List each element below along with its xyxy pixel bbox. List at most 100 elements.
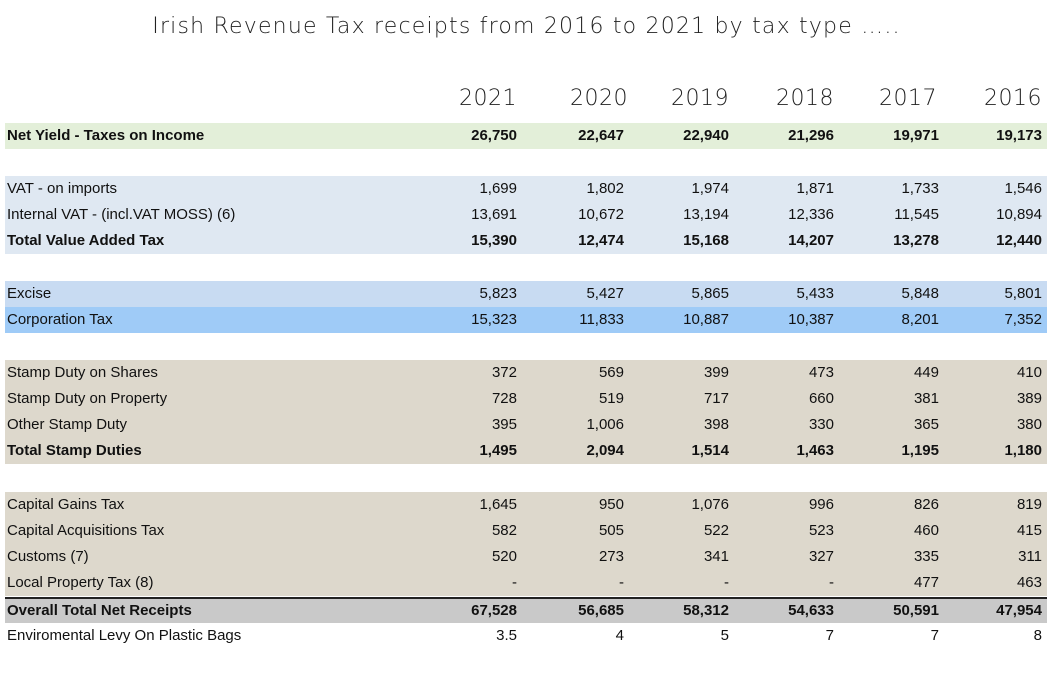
cell-value: 11,545 [894,206,939,223]
cell-value: 10,887 [683,311,729,328]
table-row: Customs (7) 520 273 341 327 335 311 [5,544,1047,570]
cell-value: 5,433 [796,285,834,302]
cell-value: 335 [913,548,939,565]
cell-value: 10,672 [578,206,624,223]
cell-value: 13,194 [683,206,729,223]
cell-value: 327 [808,548,834,565]
table-row: Internal VAT - (incl.VAT MOSS) (6) 13,691… [5,202,1047,228]
table-row: Corporation Tax 15,323 11,833 10,887 10,387 8… [5,307,1047,333]
cell-value: 398 [703,416,729,433]
year-header-2021: 2021 [459,86,517,111]
cell-value: 523 [808,522,834,539]
row-label: Stamp Duty on Property [7,390,168,407]
cell-value: 13,278 [893,232,939,249]
cell-value: 449 [913,364,939,381]
cell-value: 273 [598,548,624,565]
cell-value: 56,685 [578,602,624,619]
cell-value: 58,312 [683,602,729,619]
cell-value: 473 [808,364,834,381]
cell-value: 1,733 [901,180,939,197]
row-label: Corporation Tax [7,311,113,328]
cell-value: 1,076 [691,496,729,513]
cell-value: 1,006 [586,416,624,433]
cell-value: 1,871 [796,180,834,197]
cell-value: 1,974 [691,180,729,197]
year-header-row: 2021 2020 2019 2018 2017 2016 [0,86,1053,118]
table-row: Excise 5,823 5,427 5,865 5,433 5,848 5,801 [5,281,1047,307]
cell-value: 1,699 [479,180,517,197]
cell-value: 399 [703,364,729,381]
cell-value: 3.5 [496,627,517,644]
cell-value: 7 [825,627,834,644]
cell-value: 7,352 [1004,311,1042,328]
cell-value: 12,336 [788,206,834,223]
cell-value: 463 [1016,574,1042,591]
table-row: Local Property Tax (8) - - - - 477 463 [5,570,1047,596]
cell-value: 13,691 [471,206,517,223]
cell-value: 26,750 [471,127,517,144]
row-label: Stamp Duty on Shares [7,364,158,381]
group-spacer [5,254,1047,281]
cell-value: 819 [1016,496,1042,513]
cell-value: - [829,574,834,591]
cell-value: 15,323 [471,311,517,328]
cell-value: 5,865 [691,285,729,302]
cell-value: 717 [703,390,729,407]
row-label: VAT - on imports [7,180,118,197]
cell-value: 2,094 [586,442,624,459]
table-row: Stamp Duty on Property 728 519 717 660 381 389 [5,386,1047,412]
cell-value: 410 [1016,364,1042,381]
cell-value: 1,802 [586,180,624,197]
row-label: Total Value Added Tax [7,232,165,249]
cell-value: 15,390 [471,232,517,249]
year-header-2020: 2020 [570,86,628,111]
cell-value: 728 [491,390,517,407]
cell-value: 389 [1016,390,1042,407]
table-row: Capital Acquisitions Tax 582 505 522 523 460 4… [5,518,1047,544]
cell-value: 519 [598,390,624,407]
cell-value: 67,528 [471,602,517,619]
cell-value: 5,427 [586,285,624,302]
cell-value: 372 [491,364,517,381]
group-spacer [5,149,1047,176]
cell-value: 12,474 [578,232,624,249]
cell-value: 477 [913,574,939,591]
cell-value: 10,387 [788,311,834,328]
year-header-2017: 2017 [879,86,937,111]
cell-value: 522 [703,522,729,539]
cell-value: 1,546 [1004,180,1042,197]
cell-value: 19,173 [996,127,1042,144]
row-label: Overall Total Net Receipts [7,602,192,619]
cell-value: 505 [598,522,624,539]
cell-value: 365 [913,416,939,433]
cell-value: 415 [1016,522,1042,539]
cell-value: - [512,574,517,591]
cell-value: 11,833 [579,311,624,328]
cell-value: 395 [491,416,517,433]
row-label: Enviromental Levy On Plastic Bags [7,627,242,644]
row-label: Capital Acquisitions Tax [7,522,165,539]
row-label: Local Property Tax (8) [7,574,154,591]
cell-value: 1,514 [691,442,729,459]
table-row: Total Value Added Tax 15,390 12,474 15,168 1… [5,228,1047,254]
cell-value: 7 [930,627,939,644]
cell-value: 5,801 [1004,285,1042,302]
year-header-2019: 2019 [671,86,729,111]
row-label: Other Stamp Duty [7,416,128,433]
row-label: Excise [7,285,52,302]
table-row: Stamp Duty on Shares 372 569 399 473 449 410 [5,360,1047,386]
table-row: Other Stamp Duty 395 1,006 398 330 365 380 [5,412,1047,438]
cell-value: 1,195 [901,442,939,459]
table-row: VAT - on imports 1,699 1,802 1,974 1,871 1,73… [5,176,1047,202]
cell-value: - [619,574,624,591]
year-header-2016: 2016 [984,86,1042,111]
cell-value: - [724,574,729,591]
cell-value: 341 [703,548,729,565]
cell-value: 460 [913,522,939,539]
cell-value: 8 [1033,627,1042,644]
cell-value: 330 [808,416,834,433]
year-header-2018: 2018 [776,86,834,111]
cell-value: 15,168 [683,232,729,249]
table-row: Overall Total Net Receipts 67,528 56,685 58… [5,597,1047,625]
cell-value: 569 [598,364,624,381]
